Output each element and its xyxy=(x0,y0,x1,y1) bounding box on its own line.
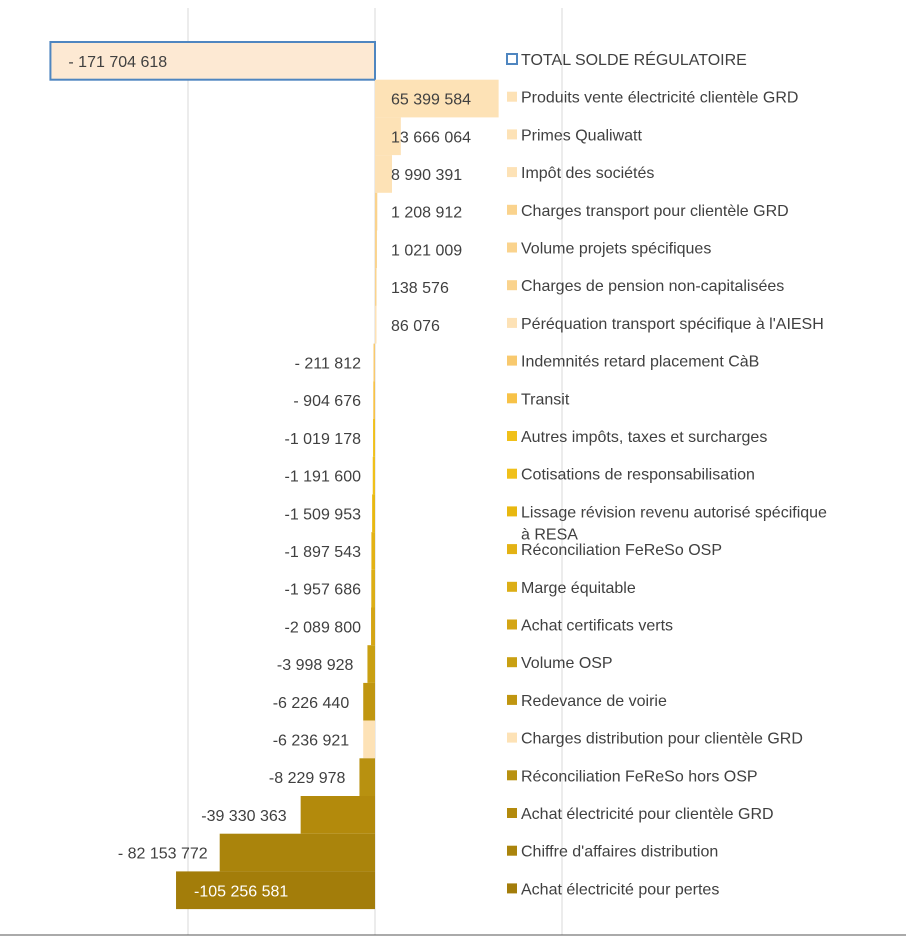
value-label-12: -1 509 953 xyxy=(284,506,361,523)
bar-19 xyxy=(359,758,375,796)
value-label-9: - 904 676 xyxy=(293,393,361,410)
legend-swatch-12 xyxy=(507,506,517,517)
value-label-8: - 211 812 xyxy=(295,355,362,372)
legend-label-21: Chiffre d'affaires distribution xyxy=(521,844,718,861)
bar-18 xyxy=(363,720,375,759)
legend-swatch-9 xyxy=(507,393,517,404)
legend-swatch-21 xyxy=(507,845,517,856)
legend-label-18: Charges distribution pour clientèle GRD xyxy=(521,731,803,748)
bar-14 xyxy=(371,569,375,608)
legend-label-12: Lissage révision revenu autorisé spécifi… xyxy=(521,504,827,543)
bar-9 xyxy=(373,381,375,419)
value-label-18: -6 236 921 xyxy=(273,732,350,749)
legend-label-6: Charges de pension non-capitalisées xyxy=(521,278,784,295)
legend-label-10: Autres impôts, taxes et surcharges xyxy=(521,429,767,446)
bar-1 xyxy=(375,79,499,118)
legend-swatch-2 xyxy=(507,129,517,140)
legend-swatch-5 xyxy=(507,242,517,253)
value-label-0: - 171 704 618 xyxy=(68,54,167,71)
legend-label-15: Achat certificats verts xyxy=(521,618,673,635)
value-label-14: -1 957 686 xyxy=(284,582,361,599)
legend-swatch-1 xyxy=(507,91,517,102)
value-label-15: -2 089 800 xyxy=(284,619,361,636)
bar-0 xyxy=(49,41,377,81)
legend-swatch-6 xyxy=(507,280,517,291)
bar-3 xyxy=(375,155,392,193)
bar-13 xyxy=(371,532,375,570)
value-label-4: 1 208 912 xyxy=(391,205,462,222)
legend-label-17: Redevance de voirie xyxy=(521,693,667,710)
legend: TOTAL SOLDE RÉGULATOIRE Produits vente él… xyxy=(506,50,827,898)
legend-label-2: Primes Qualiwatt xyxy=(521,127,642,144)
value-label-17: -6 226 440 xyxy=(273,695,350,712)
legend-label-13: Réconciliation FeReSo OSP xyxy=(521,542,722,559)
bar-4 xyxy=(375,192,378,231)
legend-swatch-15 xyxy=(507,619,517,630)
legend-swatch-11 xyxy=(507,468,517,479)
bar-15 xyxy=(371,607,375,646)
bar-17 xyxy=(363,682,375,721)
value-label-6: 138 576 xyxy=(391,280,449,297)
value-label-22: -105 256 581 xyxy=(194,883,288,900)
legend-label-7: Péréquation transport spécifique à l'AIE… xyxy=(521,316,824,333)
legend-swatch-7 xyxy=(507,317,517,328)
legend-label-9: Transit xyxy=(521,391,570,408)
value-label-19: -8 229 978 xyxy=(269,770,346,787)
legend-label-16: Volume OSP xyxy=(521,655,613,672)
legend-swatch-4 xyxy=(507,204,517,215)
value-label-2: 13 666 064 xyxy=(391,129,471,146)
bar-6 xyxy=(375,268,377,306)
value-label-5: 1 021 009 xyxy=(391,242,462,259)
legend-swatch-0 xyxy=(506,53,518,65)
legend-label-20: Achat électricité pour clientèle GRD xyxy=(521,806,774,823)
legend-swatch-14 xyxy=(507,581,517,592)
bar-2 xyxy=(375,117,401,156)
legend-swatch-8 xyxy=(507,355,517,366)
legend-label-14: Marge équitable xyxy=(521,580,636,597)
value-label-3: 8 990 391 xyxy=(391,167,462,184)
bars xyxy=(49,41,499,910)
legend-swatch-20 xyxy=(507,808,517,818)
legend-label-19: Réconciliation FeReSo hors OSP xyxy=(521,768,758,785)
value-label-10: -1 019 178 xyxy=(284,431,361,448)
bar-7 xyxy=(375,305,377,344)
legend-swatch-13 xyxy=(507,544,517,555)
value-label-1: 65 399 584 xyxy=(391,92,471,109)
value-label-11: -1 191 600 xyxy=(284,469,361,486)
bar-22 xyxy=(176,871,375,910)
legend-swatch-3 xyxy=(507,167,517,178)
bar-5 xyxy=(375,230,377,269)
bar-11 xyxy=(372,456,375,495)
value-label-7: 86 076 xyxy=(391,318,440,335)
value-labels: - 171 704 618 65 399 584 13 666 064 8 990 3… xyxy=(68,54,471,900)
legend-swatch-19 xyxy=(507,770,517,781)
bar-10 xyxy=(373,419,375,457)
bar-12 xyxy=(372,494,375,533)
legend-label-0: TOTAL SOLDE RÉGULATOIRE xyxy=(521,50,747,69)
bar-21 xyxy=(219,833,375,872)
bar-8 xyxy=(373,343,375,382)
legend-swatch-22 xyxy=(507,883,517,894)
legend-label-3: Impôt des sociétés xyxy=(521,165,654,182)
bar-20 xyxy=(300,796,375,834)
legend-swatch-10 xyxy=(507,431,517,441)
legend-label-22: Achat électricité pour pertes xyxy=(521,881,719,898)
legend-label-8: Indemnités retard placement CàB xyxy=(521,354,759,371)
legend-label-11: Cotisations de responsabilisation xyxy=(521,467,755,484)
legend-label-4: Charges transport pour clientèle GRD xyxy=(521,203,789,220)
legend-swatch-17 xyxy=(507,694,517,705)
value-label-16: -3 998 928 xyxy=(277,657,354,674)
legend-label-1: Produits vente électricité clientèle GRD xyxy=(521,90,798,107)
legend-label-5: Volume projets spécifiques xyxy=(521,241,711,258)
value-label-21: - 82 153 772 xyxy=(118,846,208,863)
legend-swatch-16 xyxy=(507,657,517,668)
value-label-13: -1 897 543 xyxy=(284,544,361,561)
legend-swatch-18 xyxy=(507,732,517,743)
bar-16 xyxy=(367,645,375,683)
value-label-20: -39 330 363 xyxy=(201,808,287,825)
